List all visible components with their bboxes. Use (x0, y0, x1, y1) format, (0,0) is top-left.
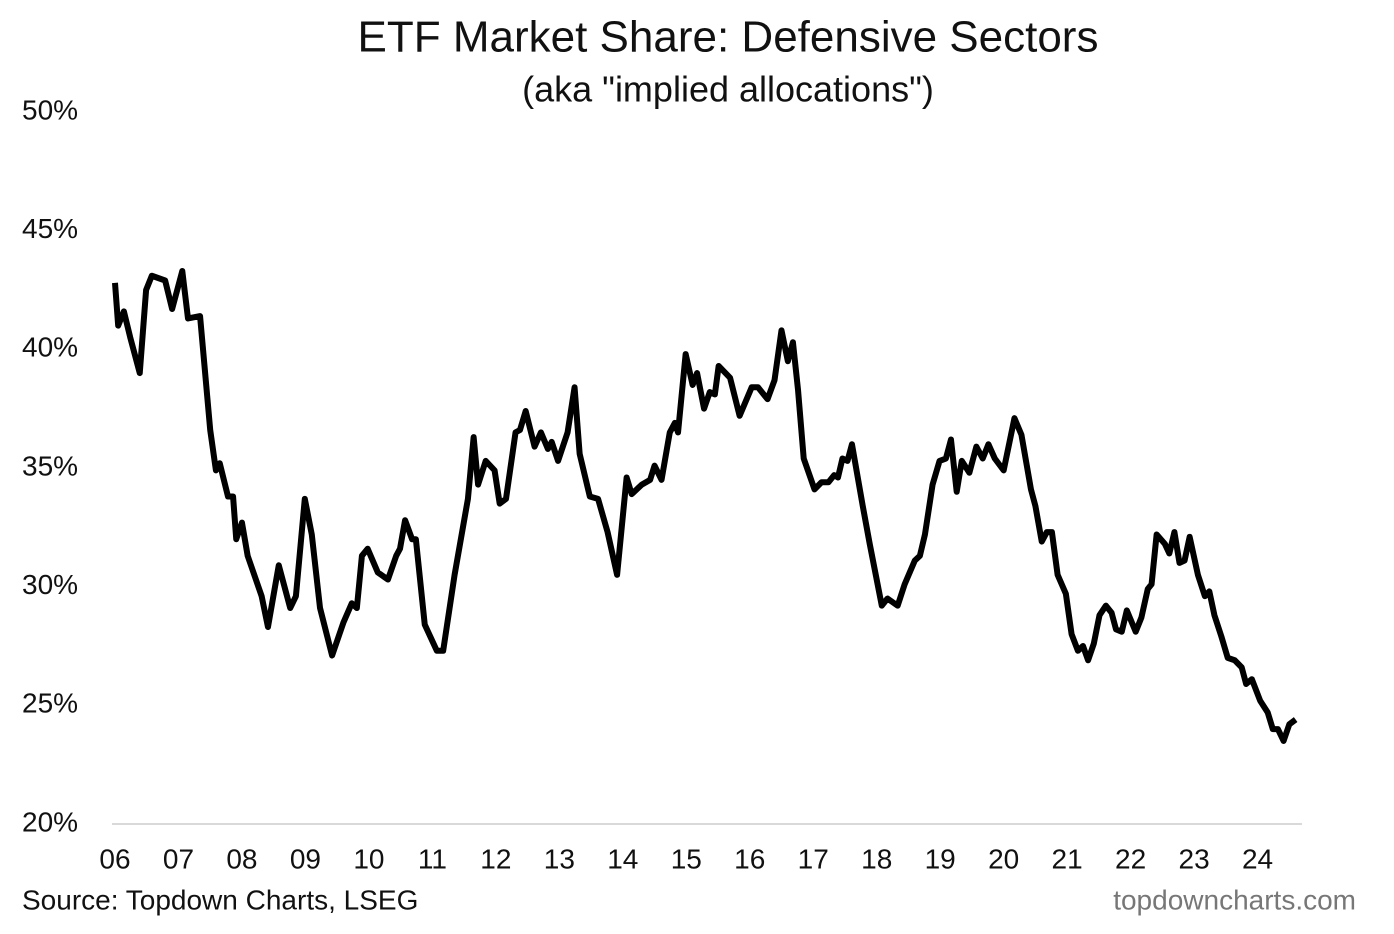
x-tick-label: 11 (418, 843, 447, 874)
y-tick-label: 20% (22, 806, 78, 837)
x-tick-label: 06 (99, 843, 130, 874)
source: Source: Topdown Charts, LSEG (22, 884, 418, 915)
x-tick-label: 16 (734, 843, 765, 874)
x-tick-label: 10 (353, 843, 384, 874)
y-tick-label: 30% (22, 569, 78, 600)
y-tick-label: 25% (22, 688, 78, 719)
x-tick-label: 18 (861, 843, 892, 874)
x-tick-label: 17 (798, 843, 829, 874)
x-tick-label: 09 (290, 843, 321, 874)
line-series (112, 268, 1298, 744)
x-tick-label: 12 (480, 843, 511, 874)
x-tick-label: 19 (925, 843, 956, 874)
watermark: topdowncharts.com (1113, 884, 1356, 915)
x-tick-label: 22 (1115, 843, 1146, 874)
chart-title: ETF Market Share: Defensive Sectors (358, 13, 1099, 62)
x-tick-label: 20 (988, 843, 1019, 874)
y-tick-label: 35% (22, 450, 78, 481)
chart-subtitle: (aka "implied allocations") (522, 69, 934, 110)
x-tick-label: 08 (226, 843, 257, 874)
x-tick-label: 07 (163, 843, 194, 874)
x-tick-label: 24 (1242, 843, 1273, 874)
y-tick-label: 50% (22, 94, 78, 125)
x-tick-label: 21 (1052, 843, 1083, 874)
x-tick-label: 14 (607, 843, 638, 874)
x-tick-label: 23 (1179, 843, 1210, 874)
x-tick-label: 13 (544, 843, 575, 874)
y-tick-label: 40% (22, 332, 78, 363)
x-tick-label: 15 (671, 843, 702, 874)
y-tick-label: 45% (22, 213, 78, 244)
